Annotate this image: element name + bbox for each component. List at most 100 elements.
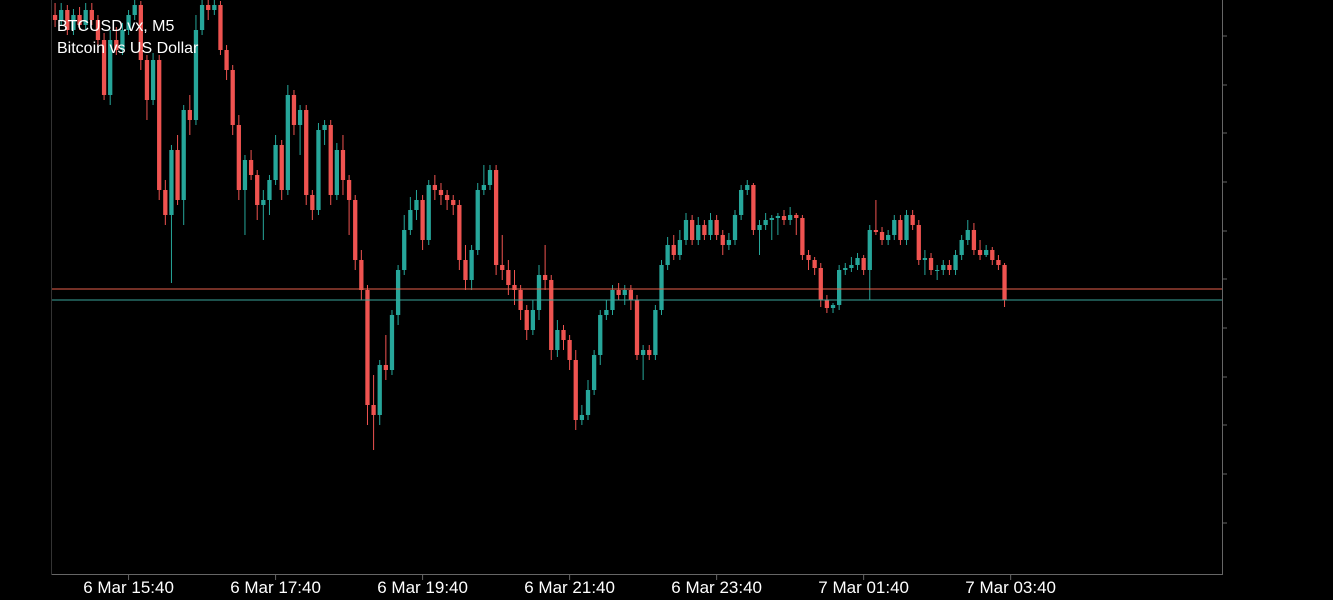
candle-body xyxy=(83,10,88,25)
candle-body xyxy=(598,315,603,355)
candle-body xyxy=(322,125,327,130)
candle-body xyxy=(775,216,781,218)
candle-body xyxy=(475,190,480,250)
candle-body xyxy=(285,95,290,190)
candle-body xyxy=(787,215,793,220)
candle-body xyxy=(175,150,180,200)
candle-body xyxy=(420,200,425,240)
candle-body xyxy=(389,315,395,370)
candle-body xyxy=(622,290,627,295)
candle-body xyxy=(451,200,456,205)
candle-body xyxy=(316,130,321,210)
candle-body xyxy=(395,270,401,315)
candle-body xyxy=(616,290,621,295)
candle-body xyxy=(689,220,695,240)
candle-body xyxy=(261,200,266,205)
candle-body xyxy=(812,260,817,268)
x-tick-label: 7 Mar 03:40 xyxy=(965,578,1056,597)
candle-body xyxy=(230,70,235,125)
candle-body xyxy=(977,250,983,255)
candle-body xyxy=(696,225,701,240)
candle-body xyxy=(824,300,830,308)
candle-body xyxy=(383,365,388,370)
candle-body xyxy=(291,95,297,125)
candle-body xyxy=(585,390,591,415)
candle-body xyxy=(163,190,168,215)
candle-body xyxy=(604,310,609,315)
candle-body xyxy=(781,216,787,220)
candle-body xyxy=(757,225,762,230)
candle-body xyxy=(157,60,162,190)
candle-body xyxy=(830,305,836,308)
candle-body xyxy=(353,200,358,260)
candle-body xyxy=(248,160,254,175)
candle-body xyxy=(120,30,125,50)
candle-body xyxy=(928,258,934,270)
candle-body xyxy=(738,190,744,215)
candle-body xyxy=(549,280,554,350)
candle-body xyxy=(683,220,689,240)
candle-body xyxy=(659,265,664,310)
candle-body xyxy=(402,230,407,270)
candle-body xyxy=(732,215,738,240)
candle-body xyxy=(206,5,211,10)
candle-body xyxy=(463,260,468,280)
candle-body xyxy=(212,5,217,10)
y-axis-ticks xyxy=(1222,35,1227,524)
candle-body xyxy=(150,60,156,100)
candle-body xyxy=(555,330,560,350)
candle-body xyxy=(634,300,640,355)
candle-body xyxy=(359,260,364,290)
candle-body xyxy=(101,40,107,95)
candle-body xyxy=(304,110,309,195)
candle-body xyxy=(708,220,713,235)
candle-body xyxy=(567,340,572,360)
candle-body xyxy=(665,245,670,265)
candle-body xyxy=(108,40,113,95)
candle-body xyxy=(138,5,143,60)
candle-body xyxy=(457,205,462,260)
candle-body xyxy=(677,240,683,255)
chart-subtitle: Bitcoin vs US Dollar xyxy=(57,40,199,57)
candle-body xyxy=(714,220,719,235)
candle-body xyxy=(77,15,82,25)
candle-body xyxy=(340,150,346,180)
candle-body xyxy=(751,185,756,230)
candle-body xyxy=(628,290,634,300)
candle-body xyxy=(843,268,848,270)
candle-body xyxy=(855,258,860,265)
candle-body xyxy=(763,220,768,225)
x-tick-label: 6 Mar 23:40 xyxy=(671,578,762,597)
candle-body xyxy=(432,185,437,190)
candle-body xyxy=(573,360,578,420)
candle-body xyxy=(886,235,891,240)
candle-body xyxy=(910,215,915,225)
candle-body xyxy=(297,110,303,125)
candle-body xyxy=(493,170,499,265)
x-tick-label: 6 Mar 17:40 xyxy=(230,578,321,597)
candle-body xyxy=(199,5,205,30)
candle-body xyxy=(89,10,94,20)
candle-body xyxy=(52,15,58,20)
candle-body xyxy=(500,265,505,270)
chart-title: BTCUSD.vx, M5 xyxy=(57,18,174,35)
candle-body xyxy=(965,230,970,240)
candle-body xyxy=(898,220,903,240)
candle-body xyxy=(59,10,64,20)
candle-body xyxy=(414,200,419,210)
candle-body xyxy=(181,110,186,200)
candle-body xyxy=(579,415,585,420)
candle-body xyxy=(1002,265,1007,300)
candle-body xyxy=(745,185,750,190)
candle-body xyxy=(530,310,536,330)
candle-body xyxy=(236,125,241,190)
candle-body xyxy=(469,250,474,280)
candle-body xyxy=(132,5,137,15)
candle-body xyxy=(310,195,315,210)
candle-body xyxy=(193,30,199,120)
candle-body xyxy=(953,255,958,270)
candle-body xyxy=(806,255,811,260)
candle-body xyxy=(892,220,897,235)
candle-body xyxy=(861,258,866,270)
